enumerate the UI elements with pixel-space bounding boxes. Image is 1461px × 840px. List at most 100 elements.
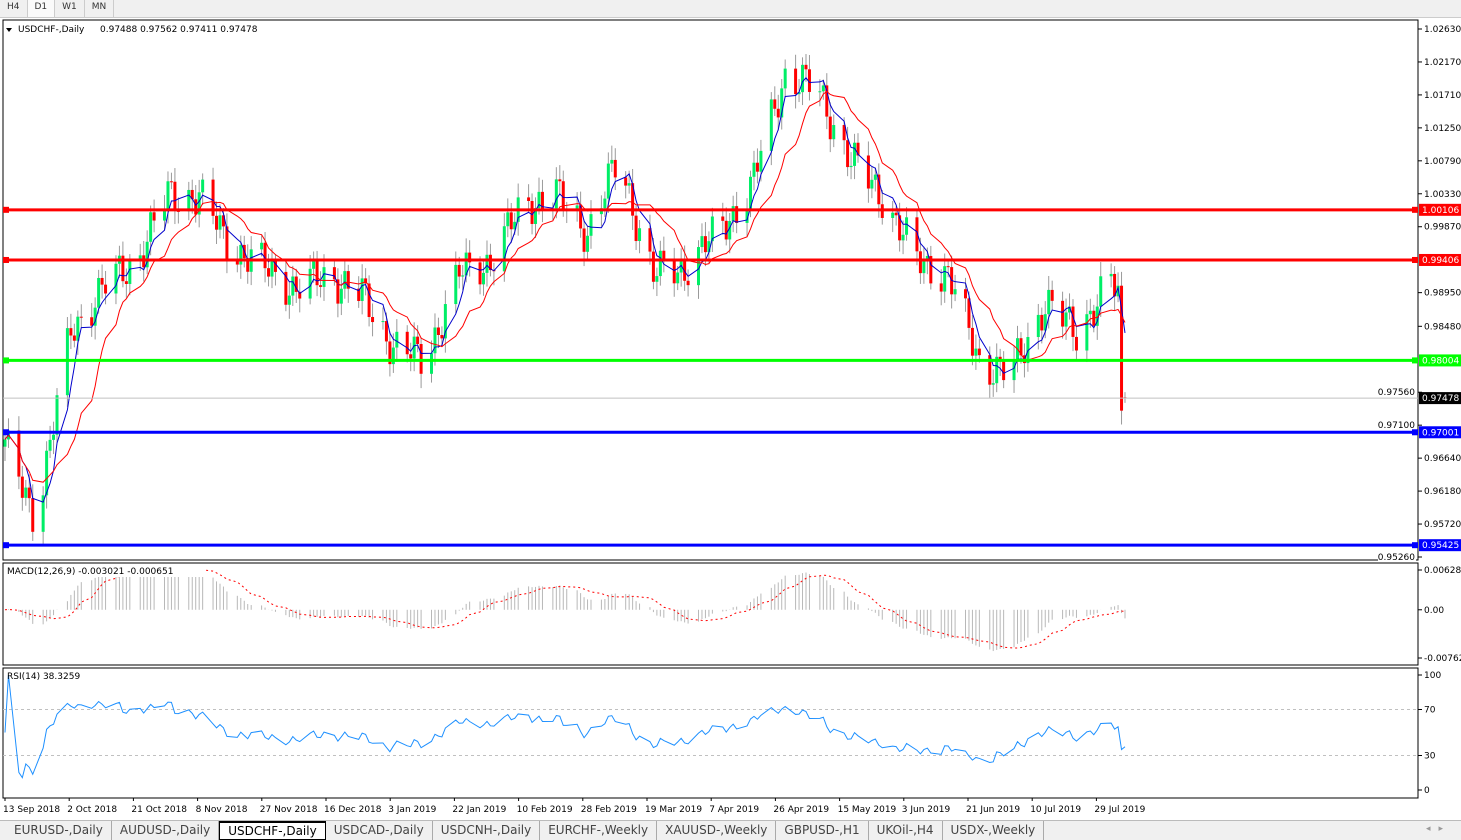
x-tick-label: 8 Nov 2018 (196, 805, 248, 815)
candle (759, 150, 763, 172)
candle (561, 181, 565, 210)
chart-tab[interactable]: EURCHF-,Weekly (540, 821, 658, 840)
candle (943, 266, 947, 292)
panel-frame-2 (2, 667, 1419, 799)
candle (298, 291, 302, 299)
x-tick-label: 3 Jun 2019 (902, 805, 951, 815)
candle (918, 251, 922, 274)
candle (662, 250, 666, 261)
chart-tab[interactable]: USDX-,Weekly (943, 821, 1045, 840)
candle (409, 354, 413, 359)
macd-signal-line (4, 567, 1126, 649)
line-handle-left (3, 357, 9, 364)
candle (731, 206, 735, 221)
candle (683, 259, 687, 281)
candle (873, 174, 877, 180)
candle (728, 220, 732, 240)
chart-tab[interactable]: EURUSD-,Daily (6, 821, 112, 840)
x-tick-label: 10 Jul 2019 (1030, 805, 1081, 815)
candle (915, 217, 919, 252)
candle (970, 327, 974, 356)
timeframe-h4[interactable]: H4 (0, 0, 28, 17)
candle (988, 355, 992, 385)
candle (152, 212, 156, 221)
candle (215, 215, 219, 230)
candle (24, 487, 28, 498)
x-tick-label: 15 May 2019 (838, 805, 897, 815)
x-tick-label: 27 Nov 2018 (260, 805, 318, 815)
tab-scroll-arrows[interactable]: ◂▸ (1425, 824, 1451, 834)
candle (1040, 314, 1044, 331)
candle (315, 260, 319, 286)
candle (745, 210, 749, 223)
price-label-bg (1419, 354, 1461, 367)
candle (991, 383, 995, 385)
candle (807, 69, 811, 92)
candle (235, 260, 239, 265)
candle (558, 179, 562, 182)
price-chart[interactable]: 1.02630 1.02170 1.01710 1.01250 1.00790 1.003… (0, 18, 1461, 820)
chart-tab[interactable]: USDCAD-,Daily (326, 821, 433, 840)
candle (488, 254, 492, 271)
candle (925, 255, 929, 261)
chart-ohlc: 0.97488 0.97562 0.97411 0.97478 (100, 25, 258, 35)
timeframe-d1[interactable]: D1 (27, 0, 56, 17)
rsi-line (4, 674, 1126, 779)
candle (853, 142, 857, 166)
y-tick-label: 0.96640 (1424, 454, 1461, 464)
candle (967, 298, 971, 328)
candle (1047, 289, 1051, 315)
candle (866, 155, 870, 189)
y-tick-label: 1.01710 (1424, 91, 1461, 101)
candle (201, 179, 205, 193)
y-tick-label: 0.96180 (1424, 487, 1461, 497)
panel-frame-0 (2, 19, 1419, 561)
candle (371, 316, 375, 323)
candle (1019, 338, 1023, 356)
candle (114, 263, 118, 294)
y-tick-label-bg (1378, 551, 1416, 562)
candle (828, 116, 832, 140)
chart-tab[interactable]: XAUUSD-,Weekly (657, 821, 777, 840)
line-handle-left (3, 256, 9, 263)
candle (443, 304, 447, 339)
candle (1074, 336, 1078, 351)
candle (48, 439, 52, 451)
candle (225, 226, 229, 261)
timeframe-w1[interactable]: W1 (55, 0, 85, 17)
candle (464, 252, 468, 276)
chart-tab[interactable]: UKOil-,H4 (869, 821, 943, 840)
candle (357, 288, 361, 301)
line-handle-right (1412, 429, 1418, 436)
candle (287, 295, 291, 305)
candle (627, 183, 631, 186)
chart-tab[interactable]: USDCNH-,Daily (433, 821, 541, 840)
candle (294, 276, 298, 292)
chart-tab[interactable]: USDCHF-,Daily (219, 821, 326, 840)
candle (582, 228, 586, 252)
candle (603, 198, 607, 209)
candle (69, 328, 73, 336)
candle (700, 236, 704, 248)
current-price-label-bg (1419, 392, 1461, 405)
candle (721, 216, 725, 221)
candle (90, 317, 94, 326)
candle (360, 278, 364, 301)
candle (554, 179, 558, 209)
candle (246, 258, 250, 272)
candle (502, 226, 506, 272)
candle (104, 284, 108, 294)
candle (430, 353, 434, 374)
candle (856, 142, 860, 156)
chart-tab[interactable]: AUDUSD-,Daily (112, 821, 220, 840)
candle (797, 92, 801, 95)
candle (93, 307, 97, 326)
candle (1012, 359, 1016, 381)
y-tick-label: 0.98950 (1424, 289, 1461, 299)
chart-tab[interactable]: GBPUSD-,H1 (776, 821, 869, 840)
timeframe-mn[interactable]: MN (85, 0, 115, 17)
x-tick-label: 21 Oct 2018 (131, 805, 187, 815)
candle (173, 181, 177, 211)
candle (1036, 314, 1040, 338)
price-label-bg (1419, 539, 1461, 552)
